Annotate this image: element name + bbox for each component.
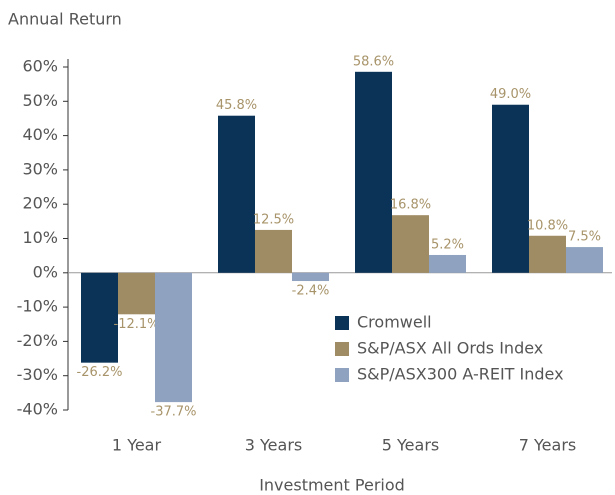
bar [429,254,466,273]
x-tick-label: 5 Years [382,436,439,455]
bar [218,115,255,273]
y-tick-label: 60% [22,57,58,76]
x-tick-label: 3 Years [245,436,302,455]
bar [392,215,429,273]
data-label: -2.4% [292,284,330,299]
x-axis-title: Investment Period [259,476,405,495]
legend-label: Cromwell [357,313,432,332]
legend-label: S&P/ASX All Ords Index [357,339,543,358]
legend-swatch [335,316,349,330]
data-label: -26.2% [77,365,123,380]
y-tick-label: 10% [22,228,58,247]
legend-swatch [335,342,349,356]
data-label: -12.1% [114,317,160,332]
bar [492,104,529,273]
y-tick-label: 30% [22,159,58,178]
data-label: -37.7% [151,405,197,420]
x-tick-label: 1 Year [112,436,162,455]
data-label: 12.5% [253,212,294,227]
x-tick-label: 7 Years [519,436,576,455]
legend-label: S&P/ASX300 A-REIT Index [357,365,564,384]
bar [255,229,292,273]
bar [155,272,192,403]
legend-swatch [335,368,349,382]
y-tick-label: -40% [17,400,58,419]
data-label: 45.8% [216,98,257,113]
y-axis-title: Annual Return [8,10,122,29]
bar [292,272,329,282]
data-label: 10.8% [527,218,568,233]
y-tick-label: -30% [17,365,58,384]
y-tick-label: 0% [33,262,58,281]
bar [355,71,392,273]
y-tick-label: 50% [22,91,58,110]
data-label: 49.0% [490,87,531,102]
y-tick-label: 20% [22,194,58,213]
bar [566,247,603,273]
bar [81,272,118,363]
y-tick-label: 40% [22,125,58,144]
bar [118,272,155,315]
data-label: 5.2% [431,237,464,252]
data-label: 16.8% [390,198,431,213]
y-tick-label: -20% [17,331,58,350]
data-label: 58.6% [353,54,394,69]
y-tick-label: -10% [17,297,58,316]
data-label: 7.5% [568,230,601,245]
bar [529,235,566,273]
